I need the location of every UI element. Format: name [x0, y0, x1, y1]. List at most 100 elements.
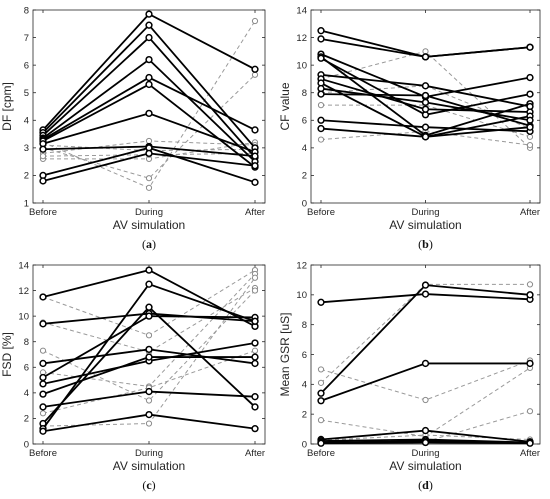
series-line — [320, 362, 530, 402]
data-point — [251, 287, 259, 294]
data-point — [317, 417, 325, 424]
data-point — [251, 353, 259, 361]
dashed-series-1 — [39, 17, 259, 191]
solid-series-7 — [317, 438, 534, 447]
x-tick-label: After — [245, 448, 265, 459]
data-point — [422, 48, 429, 55]
data-point — [39, 293, 47, 301]
x-axis-label: AV simulation — [113, 459, 185, 473]
data-point — [251, 425, 259, 433]
series-line — [320, 130, 531, 146]
data-point — [39, 320, 47, 328]
data-point — [421, 82, 430, 90]
y-tick-label: 1 — [24, 198, 29, 209]
data-point — [317, 102, 325, 109]
chart-panel-c: 0 2 4 6 8 10 12 14 Before During After AV simulatio… — [0, 260, 266, 492]
x-tick-label: During — [412, 207, 440, 218]
y-tick-label: 4 — [302, 380, 307, 391]
data-point — [526, 291, 534, 299]
panel-label-letter: c — [146, 478, 152, 492]
x-tick-label: After — [245, 207, 265, 218]
panel-label-open: ( — [418, 237, 422, 251]
data-point — [39, 427, 47, 435]
y-tick-label: 2 — [24, 414, 29, 425]
data-point — [39, 177, 47, 185]
data-point — [145, 10, 153, 18]
solid-series-9 — [39, 144, 259, 186]
y-tick-label: 12 — [18, 286, 29, 297]
data-point — [526, 73, 534, 82]
data-point — [145, 21, 153, 29]
panel-label-close: ) — [152, 478, 156, 492]
data-point — [145, 266, 153, 274]
data-point — [251, 71, 259, 78]
x-tick-label: During — [412, 448, 440, 459]
data-point — [145, 280, 153, 288]
y-tick-label: 6 — [24, 60, 29, 71]
series-line — [42, 269, 256, 336]
dashed-series-3 — [39, 287, 259, 404]
data-point — [39, 403, 47, 411]
data-point — [251, 359, 259, 368]
data-point — [421, 105, 430, 113]
y-tick-label: 8 — [302, 320, 307, 331]
panel-label-letter: b — [422, 237, 429, 251]
data-point — [421, 359, 430, 368]
data-point — [251, 347, 259, 354]
solid-series-7 — [39, 387, 259, 411]
data-point — [145, 397, 153, 404]
data-point — [39, 145, 47, 153]
panel-label-open: ( — [418, 478, 422, 492]
series-line — [42, 290, 256, 402]
y-tick-label: 10 — [296, 290, 307, 301]
y-tick-label: 8 — [302, 88, 307, 99]
dashed-series-2 — [39, 71, 259, 182]
series-line — [42, 74, 256, 179]
panel-label-open: ( — [142, 478, 146, 492]
data-point — [526, 142, 534, 149]
data-point — [251, 317, 259, 325]
data-point — [421, 91, 430, 100]
panel-label-close: ) — [429, 478, 433, 492]
data-point — [526, 281, 534, 288]
data-point — [317, 379, 325, 386]
panel-label-letter: a — [146, 237, 152, 251]
y-tick-label: 3 — [24, 143, 29, 154]
data-point — [145, 149, 153, 158]
panel-label-close: ) — [152, 237, 156, 251]
chart-panel-d: 0 2 4 6 8 10 12 Before During After AV simulation M… — [278, 260, 541, 492]
chart-panel-b: 0 2 4 6 8 10 12 14 Before During After AV simulatio… — [278, 5, 541, 251]
data-point — [526, 133, 534, 140]
data-point — [526, 359, 534, 368]
data-point — [145, 55, 153, 64]
data-point — [317, 389, 325, 397]
data-point — [421, 133, 430, 141]
chart-panel-a: 1 2 3 4 5 6 7 8 Before During After AV simulation DF… — [0, 5, 266, 251]
data-point — [317, 298, 325, 306]
data-point — [145, 184, 153, 191]
data-point — [421, 426, 430, 435]
data-point — [39, 380, 47, 388]
dashed-series-1 — [39, 267, 259, 339]
y-axis-label: CF value — [278, 82, 292, 130]
y-tick-label: 14 — [296, 5, 307, 16]
y-tick-label: 2 — [302, 171, 307, 182]
data-point — [145, 303, 153, 311]
x-tick-label: Before — [307, 448, 335, 459]
y-tick-label: 4 — [302, 143, 307, 154]
solid-series-5 — [317, 54, 534, 119]
data-point — [526, 90, 534, 98]
panel-label: (c) — [142, 478, 155, 492]
dashed-series-2 — [317, 102, 534, 140]
solid-series-5 — [39, 339, 259, 388]
y-tick-label: 0 — [302, 439, 307, 450]
data-point — [145, 332, 153, 339]
data-point — [526, 408, 534, 415]
panel-label-open: ( — [142, 237, 146, 251]
y-tick-label: 8 — [24, 337, 29, 348]
data-point — [317, 366, 325, 373]
data-point — [317, 90, 325, 98]
data-point — [39, 410, 47, 417]
data-point — [145, 420, 153, 427]
